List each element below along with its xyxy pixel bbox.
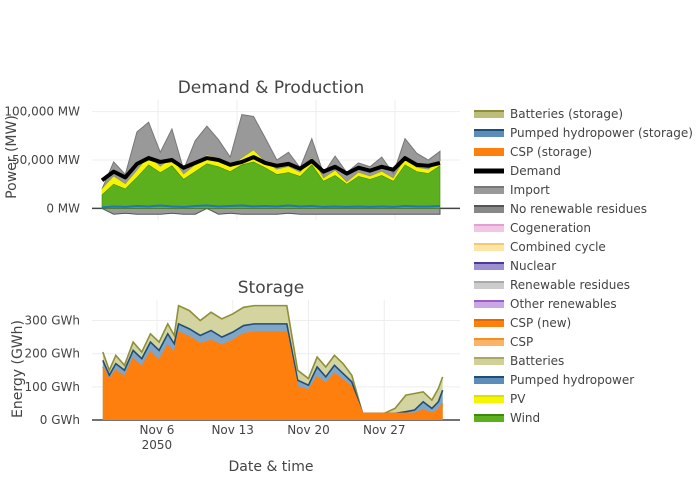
legend-item[interactable]: CSP bbox=[474, 335, 533, 349]
legend-item[interactable]: CSP (storage) bbox=[474, 145, 592, 159]
production-ytick-label: 50,000 MW bbox=[12, 153, 80, 167]
legend-swatch bbox=[474, 262, 504, 270]
legend-swatch bbox=[474, 395, 504, 403]
legend-item[interactable]: Renewable residues bbox=[474, 278, 630, 292]
legend-swatch bbox=[474, 243, 504, 251]
legend-item[interactable]: Pumped hydropower (storage) bbox=[474, 126, 693, 140]
legend-item[interactable]: Combined cycle bbox=[474, 240, 606, 254]
legend-label: Nuclear bbox=[510, 259, 556, 273]
production-series[interactable] bbox=[100, 113, 441, 215]
legend-swatch bbox=[474, 148, 504, 156]
legend-item[interactable]: Cogeneration bbox=[474, 221, 591, 235]
legend: Batteries (storage) Pumped hydropower (st… bbox=[474, 107, 693, 425]
legend-item[interactable]: Demand bbox=[474, 164, 561, 178]
legend-item[interactable]: Nuclear bbox=[474, 259, 556, 273]
legend-item[interactable]: Batteries bbox=[474, 354, 564, 368]
series-wind[interactable] bbox=[101, 161, 441, 209]
storage-series-csp-new-line[interactable] bbox=[102, 331, 444, 415]
storage-xlabel: Date & time bbox=[229, 459, 314, 475]
legend-swatch bbox=[474, 357, 504, 365]
legend-item[interactable]: Import bbox=[474, 183, 550, 197]
storage-ylabel: Energy (GWh) bbox=[10, 320, 26, 418]
storage-series-csp-new[interactable] bbox=[102, 332, 443, 420]
storage-xtick-label: Nov 6 bbox=[140, 423, 175, 437]
storage-xtick-label: Nov 20 bbox=[287, 423, 330, 437]
legend-label: CSP (new) bbox=[510, 316, 571, 330]
production-ytick-label: 100,000 MW bbox=[4, 105, 80, 119]
legend-swatch bbox=[474, 319, 504, 327]
legend-swatch bbox=[474, 205, 504, 213]
storage-series-batteries-line[interactable] bbox=[102, 304, 444, 415]
legend-label: Combined cycle bbox=[510, 240, 606, 254]
storage-title: Storage bbox=[238, 278, 305, 298]
series-pumped-hydropower[interactable] bbox=[101, 204, 441, 209]
legend-swatch bbox=[474, 224, 504, 232]
legend-swatch bbox=[474, 110, 504, 118]
storage-ytick-label: 300 GWh bbox=[25, 314, 81, 328]
storage-panel: Storage Energy (GWh) 300 GWh 200 GWh 100 G… bbox=[10, 278, 460, 475]
legend-item[interactable]: Batteries (storage) bbox=[474, 107, 623, 121]
production-ytick-label: 0 MW bbox=[46, 201, 80, 215]
legend-label: Batteries bbox=[510, 354, 564, 368]
legend-item[interactable]: No renewable residues bbox=[474, 202, 647, 216]
production-panel: Demand & Production Power (MW) 100,000 M… bbox=[4, 78, 460, 220]
legend-label: CSP (storage) bbox=[510, 145, 592, 159]
legend-label: Cogeneration bbox=[510, 221, 591, 235]
series-no-renewable-residues[interactable] bbox=[101, 207, 441, 215]
production-title: Demand & Production bbox=[178, 78, 365, 98]
legend-swatch bbox=[474, 281, 504, 289]
storage-ytick-label: 100 GWh bbox=[25, 380, 81, 394]
legend-label: Other renewables bbox=[510, 297, 617, 311]
production-ylabel: Power (MW) bbox=[4, 115, 20, 199]
series-demand[interactable] bbox=[100, 155, 441, 182]
legend-label: CSP bbox=[510, 335, 533, 349]
legend-label: Pumped hydropower (storage) bbox=[510, 126, 693, 140]
storage-xtick-label: Nov 13 bbox=[211, 423, 254, 437]
legend-label: Import bbox=[510, 183, 550, 197]
legend-label: PV bbox=[510, 392, 526, 406]
production-yticks: 100,000 MW 50,000 MW 0 MW bbox=[4, 105, 80, 216]
legend-swatch bbox=[474, 300, 504, 308]
storage-xtick-year: 2050 bbox=[142, 438, 173, 452]
legend-item[interactable]: Other renewables bbox=[474, 297, 617, 311]
storage-ytick-label: 0 GWh bbox=[40, 413, 80, 427]
legend-item[interactable]: Wind bbox=[474, 411, 540, 425]
legend-label: No renewable residues bbox=[510, 202, 647, 216]
legend-swatch bbox=[474, 338, 504, 346]
legend-swatch bbox=[474, 414, 504, 422]
storage-ytick-label: 200 GWh bbox=[25, 347, 81, 361]
legend-swatch bbox=[474, 129, 504, 137]
storage-xtick-label: Nov 27 bbox=[363, 423, 406, 437]
storage-series[interactable] bbox=[102, 304, 444, 420]
legend-label: Wind bbox=[510, 411, 540, 425]
legend-item[interactable]: Pumped hydropower bbox=[474, 373, 634, 387]
legend-label: Demand bbox=[510, 164, 561, 178]
legend-label: Pumped hydropower bbox=[510, 373, 634, 387]
legend-swatch bbox=[474, 186, 504, 194]
legend-item[interactable]: PV bbox=[474, 392, 526, 406]
storage-yticks: 300 GWh 200 GWh 100 GWh 0 GWh bbox=[25, 314, 81, 427]
legend-swatch bbox=[474, 376, 504, 384]
legend-item[interactable]: CSP (new) bbox=[474, 316, 571, 330]
legend-label: Batteries (storage) bbox=[510, 107, 623, 121]
legend-label: Renewable residues bbox=[510, 278, 630, 292]
